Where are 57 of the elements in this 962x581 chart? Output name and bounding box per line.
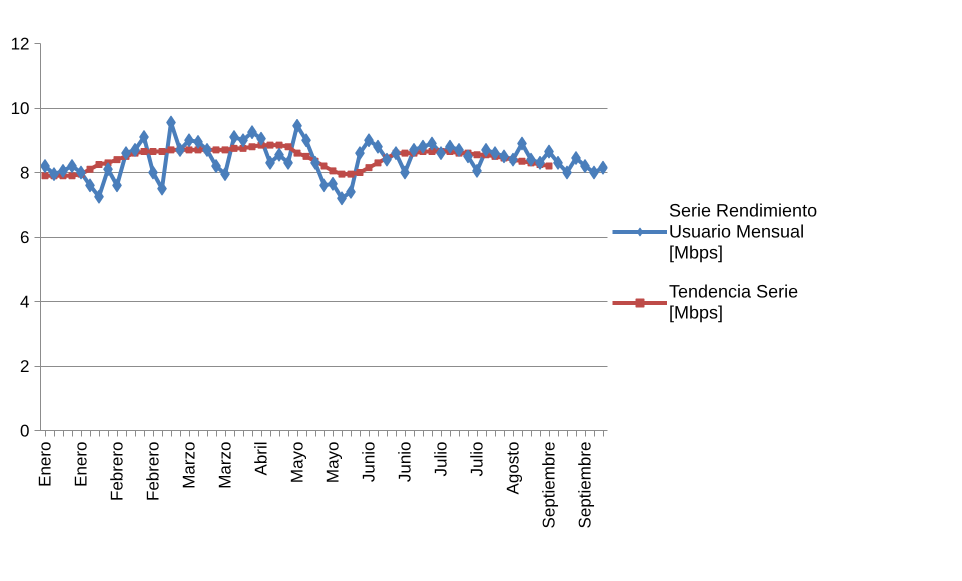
- x-tick-label: Mayo: [288, 441, 306, 484]
- y-tick-label: 0: [20, 422, 30, 440]
- x-tick-label: Enero: [36, 441, 54, 487]
- y-tick-label: 8: [20, 164, 30, 182]
- point: [42, 172, 48, 180]
- point: [222, 146, 228, 154]
- point: [150, 148, 156, 156]
- point: [168, 146, 174, 154]
- point: [212, 146, 220, 154]
- point: [320, 162, 328, 170]
- point: [186, 146, 192, 154]
- x-tick-label: Septiembre: [540, 441, 558, 528]
- y-tick-label: 6: [20, 228, 30, 247]
- x-tick-label: Septiembre: [576, 441, 594, 528]
- legend-label: Serie Rendimiento Usuario Mensual [Mbps]: [669, 200, 818, 263]
- point: [518, 158, 526, 165]
- x-tick-label: Abril: [252, 441, 270, 476]
- x-tick-label: Febrero: [108, 441, 126, 502]
- x-tick-label: Enero: [72, 441, 90, 487]
- point: [140, 148, 148, 156]
- point: [276, 142, 282, 149]
- point: [302, 152, 310, 160]
- point: [266, 142, 274, 149]
- point: [366, 164, 372, 172]
- point: [230, 144, 238, 152]
- x-tick-label: Julio: [468, 441, 486, 476]
- point: [330, 167, 336, 174]
- y-tick-label: 4: [20, 292, 30, 312]
- point: [68, 172, 76, 180]
- x-tick-label: Marzo: [216, 441, 234, 489]
- x-tick-label: Junio: [396, 442, 414, 482]
- point: [240, 144, 246, 152]
- x-tick-label: Marzo: [180, 441, 198, 489]
- point: [96, 160, 102, 168]
- y-tick-label: 10: [10, 99, 30, 118]
- point: [86, 166, 94, 173]
- point: [474, 151, 480, 158]
- x-tick-label: Junio: [360, 442, 378, 482]
- point: [294, 150, 300, 157]
- point: [248, 143, 256, 150]
- point: [284, 143, 292, 150]
- point: [338, 170, 346, 178]
- point: [546, 162, 552, 170]
- point: [402, 150, 408, 157]
- x-tick-label: Febrero: [144, 441, 162, 502]
- y-tick-label: 12: [10, 34, 30, 54]
- point: [356, 169, 364, 176]
- x-tick-label: Mayo: [324, 441, 342, 484]
- point: [348, 170, 354, 178]
- x-tick-label: Julio: [432, 441, 450, 476]
- x-tick-label: Agosto: [504, 441, 522, 494]
- point: [158, 148, 166, 156]
- point: [194, 146, 202, 154]
- y-tick-label: 2: [20, 357, 30, 376]
- point: [374, 159, 382, 166]
- point: [114, 156, 120, 164]
- legend-label: Tendencia Serie [Mbps]: [669, 281, 798, 323]
